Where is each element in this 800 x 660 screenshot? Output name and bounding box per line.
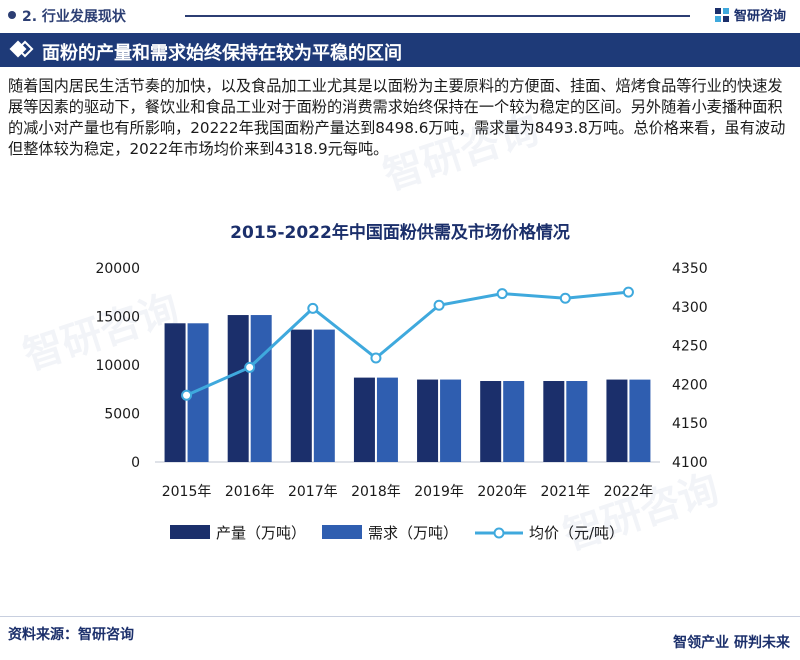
legend-swatch — [170, 525, 210, 539]
brand-logo-icon — [714, 7, 729, 22]
y-right-tick-label: 4150 — [672, 416, 708, 432]
x-tick-label: 2017年 — [288, 484, 338, 500]
footer-divider — [0, 616, 800, 617]
bar — [543, 381, 565, 462]
x-tick-label: 2015年 — [162, 484, 212, 500]
top-bar: 2. 行业发展现状 智研咨询 — [0, 0, 800, 30]
footer-brand: 智领产业 研判未来 — [673, 635, 790, 651]
chart-title: 2015-2022年中国面粉供需及市场价格情况 — [230, 223, 570, 243]
x-tick-label: 2021年 — [540, 484, 590, 500]
y-right-tick-label: 4100 — [672, 455, 708, 471]
header-brand: 智研咨询 — [714, 5, 786, 24]
legend-marker — [493, 527, 505, 539]
section-dot-icon — [8, 11, 16, 19]
price-point — [181, 389, 193, 401]
intro-paragraph: 随着国内居民生活节奏的加快，以及食品加工业尤其是以面粉为主要原料的方便面、挂面、… — [8, 77, 786, 158]
supply-demand-price-chart: 20000 15000 10000 5000 0 4350 4300 4250 4200 4150… — [95, 261, 708, 542]
y-right-tick-label: 4250 — [672, 339, 708, 355]
x-tick-label: 2020年 — [477, 484, 527, 500]
legend-label: 均价（元/吨） — [529, 524, 624, 542]
bar — [503, 381, 525, 462]
price-point — [559, 292, 571, 304]
bar — [606, 379, 628, 462]
bar — [376, 377, 398, 462]
price-point — [496, 288, 508, 300]
bar — [164, 323, 186, 462]
legend-swatch — [322, 525, 362, 539]
y-left-tick-label: 20000 — [95, 261, 140, 277]
y-right-tick-label: 4300 — [672, 300, 708, 316]
y-left-tick-label: 10000 — [95, 358, 140, 374]
bar — [313, 329, 335, 462]
price-point — [307, 302, 319, 314]
bar — [566, 381, 588, 462]
bar — [250, 315, 272, 462]
bar — [480, 381, 502, 462]
header-brand-text: 智研咨询 — [733, 9, 786, 24]
section-label: 2. 行业发展现状 — [22, 9, 126, 25]
price-line — [185, 290, 629, 397]
x-tick-label: 2022年 — [604, 484, 654, 500]
price-point — [433, 299, 445, 311]
top-divider — [185, 15, 690, 17]
legend-label: 产量（万吨） — [216, 524, 306, 542]
y-right-tick-label: 4350 — [672, 261, 708, 277]
x-tick-label: 2018年 — [351, 484, 401, 500]
source-note: 资料来源：智研咨询 — [8, 627, 134, 643]
bar — [227, 315, 249, 462]
price-point — [370, 352, 382, 364]
bar — [417, 379, 439, 462]
bar — [353, 377, 375, 462]
x-tick-label: 2016年 — [225, 484, 275, 500]
bar — [187, 323, 209, 462]
bar — [290, 329, 312, 462]
y-left-tick-label: 15000 — [95, 310, 140, 326]
title-bar: 面粉的产量和需求始终保持在较为平稳的区间 — [0, 33, 800, 67]
y-left-tick-label: 5000 — [104, 407, 140, 423]
price-point — [622, 286, 634, 298]
y-left-tick-label: 0 — [131, 455, 140, 471]
y-right-tick-label: 4200 — [672, 377, 708, 393]
price-point — [244, 361, 256, 373]
bar — [440, 379, 462, 462]
legend-label: 需求（万吨） — [368, 524, 458, 542]
x-tick-label: 2019年 — [414, 484, 464, 500]
bar — [629, 379, 651, 462]
page-title: 面粉的产量和需求始终保持在较为平稳的区间 — [42, 43, 402, 64]
